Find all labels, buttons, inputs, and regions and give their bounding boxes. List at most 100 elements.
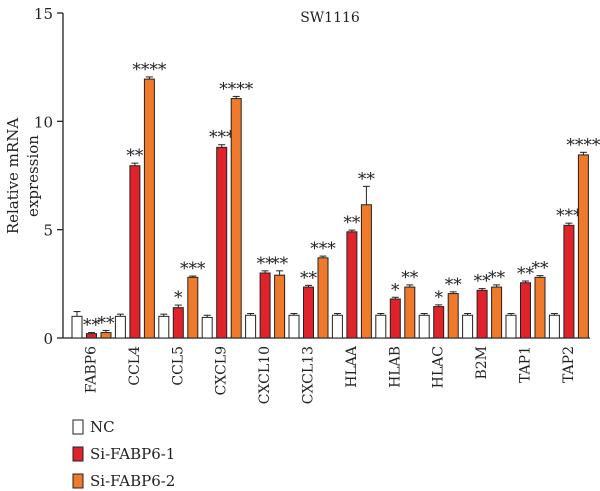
x-tick-label: HLAB bbox=[387, 346, 403, 388]
bar bbox=[331, 314, 343, 339]
bar bbox=[172, 307, 184, 339]
bar bbox=[534, 276, 546, 339]
significance-label: ** bbox=[401, 268, 419, 288]
significance-label: ** bbox=[300, 268, 318, 288]
significance-label: ** bbox=[474, 272, 492, 292]
bar-group-hlaa: ** ** bbox=[331, 169, 376, 339]
x-tick-label: FABP6 bbox=[84, 346, 100, 393]
bar bbox=[187, 276, 199, 339]
bar-group-hlac: *** bbox=[418, 275, 463, 339]
x-tick-label: B2M bbox=[474, 346, 490, 380]
significance-label: ** bbox=[98, 313, 116, 333]
legend: NC Si-FABP6-1 Si-FABP6-2 bbox=[72, 418, 175, 490]
x-tick-label: HLAC bbox=[431, 346, 447, 388]
bar bbox=[216, 146, 228, 339]
x-tick-label: TAP2 bbox=[561, 346, 577, 383]
significance-label: ** bbox=[358, 169, 376, 189]
bar bbox=[230, 98, 242, 339]
bar-group-fabp6: **** bbox=[71, 311, 116, 339]
bar bbox=[476, 289, 488, 339]
significance-label: ** bbox=[343, 213, 361, 233]
legend-item: Si-FABP6-2 bbox=[72, 472, 175, 490]
bar-group-tap1: **** bbox=[505, 259, 550, 339]
legend-swatch bbox=[72, 446, 84, 462]
bar-group-ccl5: **** bbox=[158, 259, 206, 339]
significance-label: ** bbox=[83, 316, 101, 336]
significance-label: *** bbox=[180, 259, 206, 279]
x-tick-label: CCL4 bbox=[127, 346, 143, 386]
significance-label: *** bbox=[310, 239, 336, 259]
bar-group-ccl4: ****** bbox=[114, 60, 167, 339]
significance-label: *** bbox=[556, 206, 582, 226]
legend-label: NC bbox=[90, 418, 115, 436]
bar bbox=[462, 314, 474, 339]
bar bbox=[259, 272, 271, 339]
bar bbox=[577, 154, 589, 339]
x-tick-label: CXCL13 bbox=[301, 346, 317, 404]
significance-label: *** bbox=[209, 128, 235, 148]
bar bbox=[404, 286, 416, 339]
bar bbox=[274, 274, 286, 339]
bar bbox=[143, 78, 155, 339]
bar bbox=[418, 314, 430, 339]
x-tick-label: CXCL10 bbox=[257, 346, 273, 404]
bar bbox=[114, 315, 126, 339]
bar bbox=[129, 165, 141, 339]
bar-group-hlab: *** bbox=[375, 268, 419, 339]
bar bbox=[303, 286, 314, 339]
bar-group-b2m: **** bbox=[462, 268, 506, 339]
significance-label: ** bbox=[126, 146, 144, 166]
legend-item: NC bbox=[72, 418, 115, 436]
bar bbox=[71, 315, 83, 339]
significance-label: ** bbox=[532, 259, 550, 279]
bars: ****************************************… bbox=[71, 60, 600, 339]
legend-label: Si-FABP6-1 bbox=[90, 445, 175, 463]
x-tick-label: CCL5 bbox=[170, 346, 186, 386]
bar bbox=[389, 298, 401, 339]
bar bbox=[447, 293, 459, 339]
bar bbox=[360, 204, 372, 339]
significance-label: ** bbox=[445, 275, 463, 295]
legend-swatch bbox=[72, 473, 84, 489]
bar bbox=[245, 314, 257, 339]
bar bbox=[375, 314, 387, 339]
chart-title: SW1116 bbox=[300, 10, 360, 26]
significance-label: ** bbox=[271, 254, 289, 274]
y-tick-label: 10 bbox=[34, 113, 53, 131]
y-axis-label-line: Relative mRNA bbox=[4, 118, 22, 234]
y-axis-label: Relative mRNA expression bbox=[4, 118, 42, 234]
significance-label: ** bbox=[517, 264, 535, 284]
legend-label: Si-FABP6-2 bbox=[90, 472, 175, 490]
bar-group-cxcl10: **** bbox=[245, 254, 289, 339]
significance-label: * bbox=[391, 280, 400, 300]
bar bbox=[288, 314, 300, 339]
significance-label: * bbox=[434, 288, 443, 308]
y-tick-label: 15 bbox=[34, 5, 53, 23]
y-axis-label-line: expression bbox=[24, 135, 42, 217]
bar bbox=[563, 224, 575, 339]
significance-label: **** bbox=[566, 135, 600, 155]
bar bbox=[520, 282, 531, 339]
significance-label: ** bbox=[257, 254, 275, 274]
significance-label: * bbox=[174, 288, 183, 308]
y-tick-label: 0 bbox=[43, 330, 53, 348]
bar bbox=[505, 314, 517, 339]
bar bbox=[201, 316, 213, 339]
bar bbox=[433, 306, 445, 339]
bar bbox=[158, 315, 170, 339]
bar-group-cxcl9: ******* bbox=[201, 79, 254, 339]
x-tick-label: HLAA bbox=[344, 345, 360, 388]
x-tick-labels: FABP6 CCL4 CCL5 CXCL9 CXCL10 CXCL13 HLAA HLAB HL… bbox=[84, 345, 577, 404]
significance-label: ** bbox=[488, 268, 506, 288]
bar bbox=[317, 257, 329, 339]
bar bbox=[346, 231, 358, 339]
bar bbox=[491, 286, 503, 339]
x-tick-label: TAP1 bbox=[518, 346, 534, 383]
significance-label: **** bbox=[132, 60, 167, 80]
y-tick-label: 5 bbox=[43, 222, 53, 240]
bar-group-cxcl13: ***** bbox=[288, 239, 336, 339]
bar-group-tap2: ******* bbox=[548, 135, 600, 339]
x-tick-label: CXCL9 bbox=[214, 346, 230, 395]
legend-swatch bbox=[72, 419, 84, 435]
